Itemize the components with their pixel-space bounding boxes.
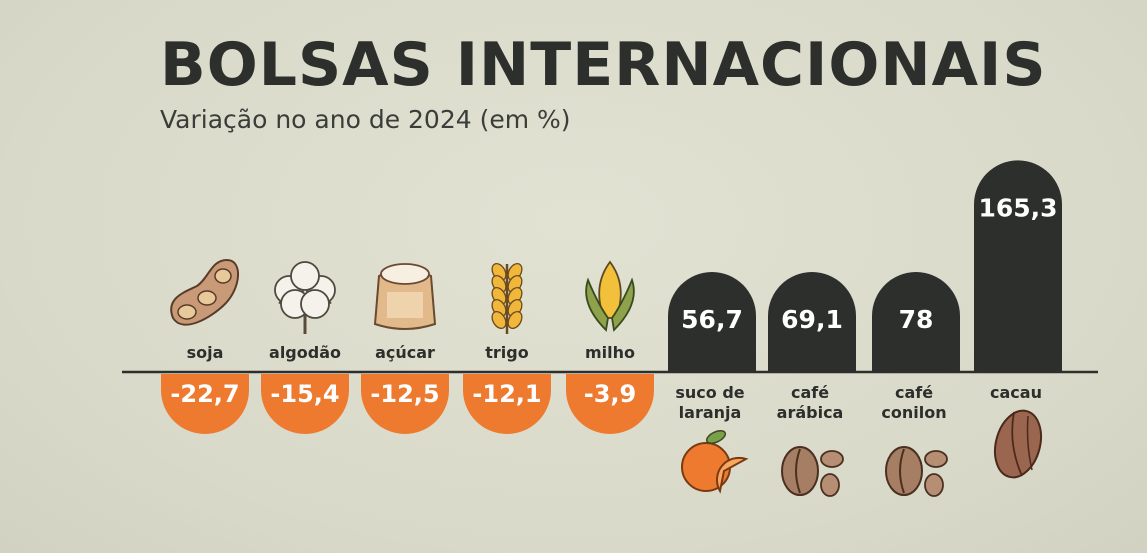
bar bbox=[668, 272, 756, 372]
bar-group: 165,3 cacau bbox=[974, 160, 1062, 479]
bar-value-label: 78 bbox=[899, 305, 934, 334]
category-label: suco de bbox=[675, 383, 744, 402]
bar-group: -12,1 trigo bbox=[463, 262, 551, 434]
category-label: soja bbox=[187, 343, 224, 362]
bar-value-label: -3,9 bbox=[584, 380, 636, 408]
sugar-sack-icon bbox=[373, 263, 437, 330]
coffee-beans-icon bbox=[781, 446, 844, 497]
soybean-icon bbox=[170, 258, 240, 326]
bar bbox=[261, 374, 349, 434]
category-label: trigo bbox=[485, 343, 528, 362]
bar bbox=[566, 374, 654, 434]
category-label: cacau bbox=[990, 383, 1042, 402]
bar bbox=[974, 160, 1062, 372]
chart-subtitle: Variação no ano de 2024 (em %) bbox=[160, 105, 571, 134]
category-label: milho bbox=[585, 343, 635, 362]
bar-group: -12,5 açúcar bbox=[361, 263, 449, 434]
category-label: açúcar bbox=[375, 343, 435, 362]
bar bbox=[161, 374, 249, 434]
bar bbox=[872, 272, 960, 372]
category-label: algodão bbox=[269, 343, 341, 362]
bar-group: -15,4 algodão bbox=[261, 261, 349, 434]
category-label: laranja bbox=[679, 403, 742, 422]
bar bbox=[361, 374, 449, 434]
bar bbox=[768, 272, 856, 372]
category-label: conilon bbox=[881, 403, 946, 422]
cocoa-pod-icon bbox=[993, 409, 1043, 479]
bar-value-label: 56,7 bbox=[681, 305, 743, 334]
corn-icon bbox=[585, 260, 635, 332]
category-label: café bbox=[791, 383, 829, 402]
bar-value-label: 69,1 bbox=[781, 305, 843, 334]
bar-value-label: -12,1 bbox=[472, 380, 541, 408]
bar-value-label: -22,7 bbox=[170, 380, 239, 408]
bar-value-label: -15,4 bbox=[270, 380, 339, 408]
coffee-beans-icon bbox=[885, 446, 948, 497]
bar-group: -3,9 milho bbox=[566, 260, 654, 434]
bar-group: -22,7 soja bbox=[161, 258, 249, 434]
orange-icon bbox=[681, 430, 749, 494]
chart-title: BOLSAS INTERNACIONAIS bbox=[160, 30, 1047, 100]
wheat-icon bbox=[491, 262, 523, 334]
cotton-icon bbox=[274, 261, 336, 334]
category-label: arábica bbox=[777, 403, 844, 422]
bar bbox=[463, 374, 551, 434]
bar-value-label: -12,5 bbox=[370, 380, 439, 408]
category-label: café bbox=[895, 383, 933, 402]
bar-value-label: 165,3 bbox=[978, 193, 1057, 222]
